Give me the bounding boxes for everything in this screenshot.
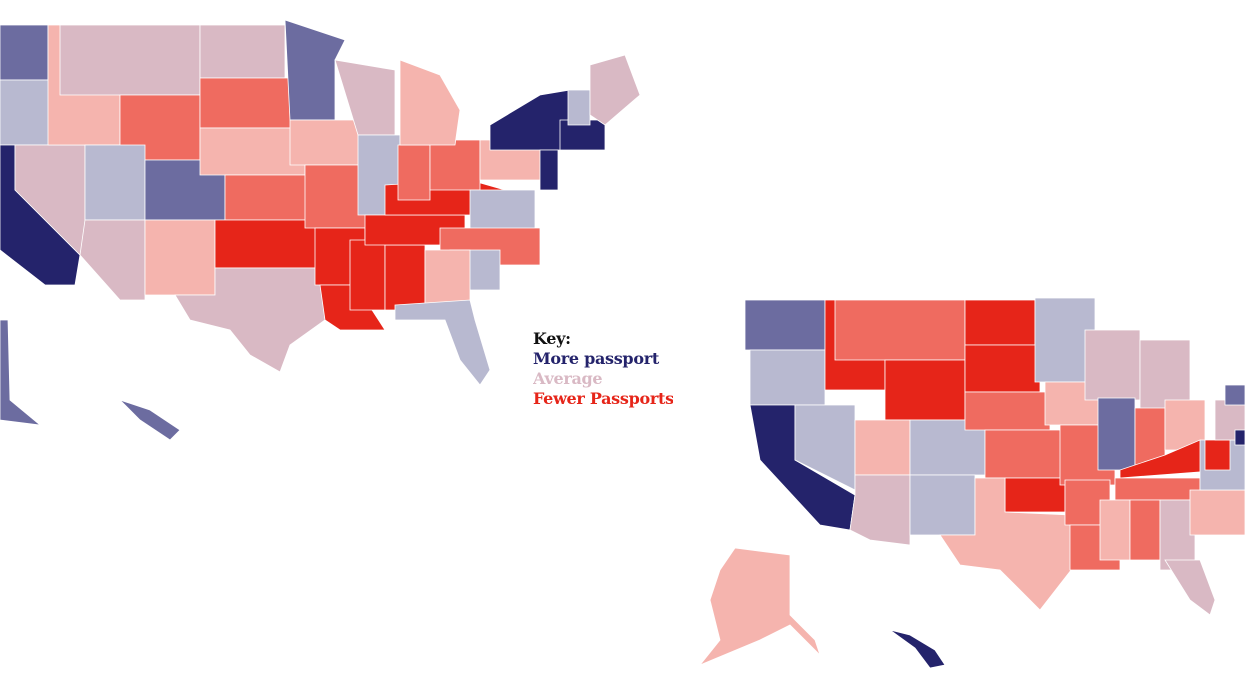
state xyxy=(429,139,481,191)
state xyxy=(539,149,559,191)
state xyxy=(1084,329,1141,401)
state xyxy=(909,474,976,536)
state xyxy=(384,244,426,311)
state xyxy=(1099,499,1131,561)
state xyxy=(964,344,1041,393)
state xyxy=(1004,477,1066,513)
state xyxy=(589,54,641,126)
state xyxy=(174,267,326,373)
state xyxy=(699,547,821,666)
state xyxy=(397,144,431,201)
state xyxy=(964,299,1036,346)
state xyxy=(79,219,146,301)
state xyxy=(0,79,51,146)
state xyxy=(1234,429,1245,446)
state xyxy=(284,19,346,121)
state xyxy=(749,349,826,406)
state xyxy=(744,299,826,351)
state xyxy=(1224,384,1245,406)
state xyxy=(469,189,536,231)
state xyxy=(399,59,461,146)
state xyxy=(1097,397,1136,471)
state xyxy=(834,299,966,361)
state xyxy=(849,474,911,546)
state xyxy=(59,24,201,96)
state xyxy=(567,89,591,126)
state xyxy=(964,391,1051,431)
legend-item: Fewer Passports xyxy=(533,389,673,408)
state xyxy=(214,219,321,269)
state xyxy=(1114,477,1201,501)
state xyxy=(0,24,49,81)
legend-item: Average xyxy=(533,369,603,388)
state xyxy=(984,429,1066,479)
state xyxy=(199,24,286,79)
state xyxy=(884,359,966,421)
state xyxy=(1204,439,1231,471)
state xyxy=(199,77,293,129)
legend: Key: More passport Average Fewer Passpor… xyxy=(533,329,673,409)
state xyxy=(119,399,181,441)
state xyxy=(0,319,42,426)
state xyxy=(889,629,946,669)
state xyxy=(84,144,146,221)
state xyxy=(1189,489,1245,536)
state xyxy=(144,219,216,296)
state xyxy=(1129,499,1161,561)
legend-title: Key: xyxy=(533,329,571,348)
state xyxy=(1164,559,1216,616)
state xyxy=(224,174,316,221)
state xyxy=(854,419,911,476)
state xyxy=(289,119,366,166)
state xyxy=(199,127,306,176)
state xyxy=(349,239,386,311)
state xyxy=(489,89,571,151)
state xyxy=(394,299,491,386)
state xyxy=(1139,339,1191,411)
legend-item: More passport xyxy=(533,349,659,368)
